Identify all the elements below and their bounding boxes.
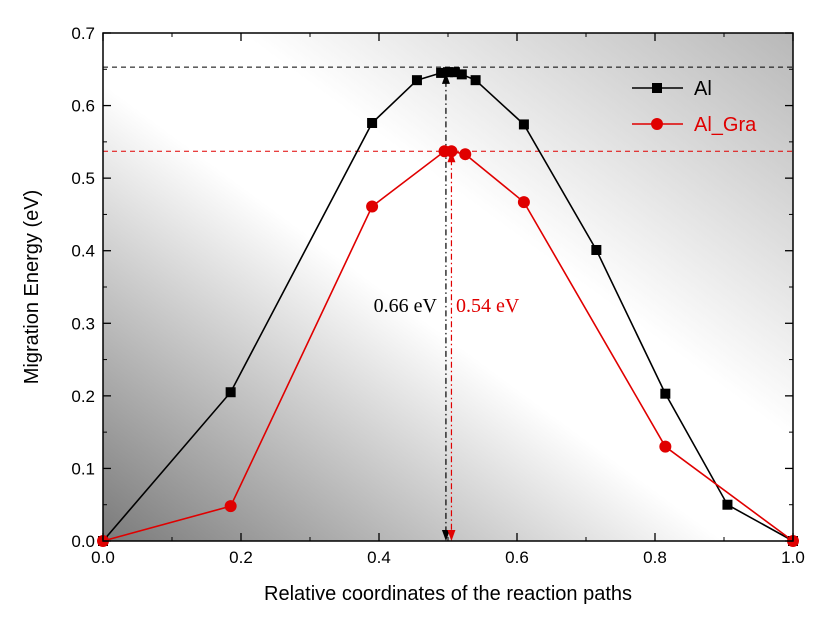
data-point-al-gra-4 — [445, 145, 458, 158]
axis-ticks — [102, 32, 794, 542]
data-point-al-10 — [591, 244, 602, 255]
barrier-arrow-head-bottom-1 — [447, 530, 456, 541]
annotation-al-barrier: 0.66 eV — [374, 295, 438, 317]
x-tick-label-5: 1.0 — [781, 548, 805, 567]
legend-al-label: Al — [694, 78, 712, 100]
x-tick-label-0: 0.0 — [91, 548, 115, 567]
data-point-al-7 — [456, 69, 467, 80]
data-point-al-gra-7 — [659, 440, 672, 453]
y-tick-label-2: 0.2 — [71, 387, 95, 406]
tick-labels: 0.0 0.2 0.4 0.6 0.8 1.0 0.0 0.1 0.2 0.3 0.4 0.5 0.6 0… — [71, 24, 804, 567]
x-tick-label-4: 0.8 — [643, 548, 667, 567]
data-point-al-4 — [436, 67, 447, 78]
data-point-al-8 — [470, 75, 481, 86]
series-markers — [97, 67, 799, 547]
legend-al-marker — [652, 83, 662, 93]
data-point-al-6 — [449, 67, 460, 78]
barrier-arrow-head-top-0 — [441, 72, 450, 84]
y-tick-label-5: 0.5 — [71, 169, 95, 188]
y-tick-label-6: 0.6 — [71, 97, 95, 116]
barrier-arrow-head-bottom-0 — [441, 530, 450, 541]
data-point-al-3 — [411, 75, 422, 86]
y-tick-label-1: 0.1 — [71, 459, 95, 478]
data-point-al-gra-6 — [517, 196, 530, 209]
data-point-al-gra-2 — [366, 200, 379, 213]
y-tick-label-7: 0.7 — [71, 24, 95, 43]
x-tick-label-1: 0.2 — [229, 548, 253, 567]
data-point-al-12 — [722, 499, 733, 510]
legend-algra-marker — [651, 118, 663, 130]
x-tick-label-3: 0.6 — [505, 548, 529, 567]
x-tick-label-2: 0.4 — [367, 548, 391, 567]
y-tick-label-4: 0.4 — [71, 242, 95, 261]
data-point-al-gra-5 — [459, 148, 472, 161]
data-point-al-9 — [518, 119, 529, 130]
annotation-algra-barrier: 0.54 eV — [456, 295, 520, 317]
y-axis-label: Migration Energy (eV) — [21, 190, 43, 385]
data-point-al-11 — [660, 388, 671, 399]
data-point-al-gra-1 — [224, 500, 237, 513]
legend-algra-label: Al_Gra — [694, 114, 757, 136]
y-tick-label-3: 0.3 — [71, 314, 95, 333]
data-point-al-1 — [225, 387, 236, 398]
x-axis-label: Relative coordinates of the reaction pat… — [264, 583, 632, 605]
y-tick-label-0: 0.0 — [71, 532, 95, 551]
data-point-al-5 — [443, 67, 453, 78]
annotation-algra-text: 0.54 eV — [456, 295, 520, 317]
annotation-al-text: 0.66 eV — [374, 295, 438, 317]
legend: Al Al_Gra — [632, 78, 757, 136]
data-point-al-2 — [367, 117, 378, 128]
